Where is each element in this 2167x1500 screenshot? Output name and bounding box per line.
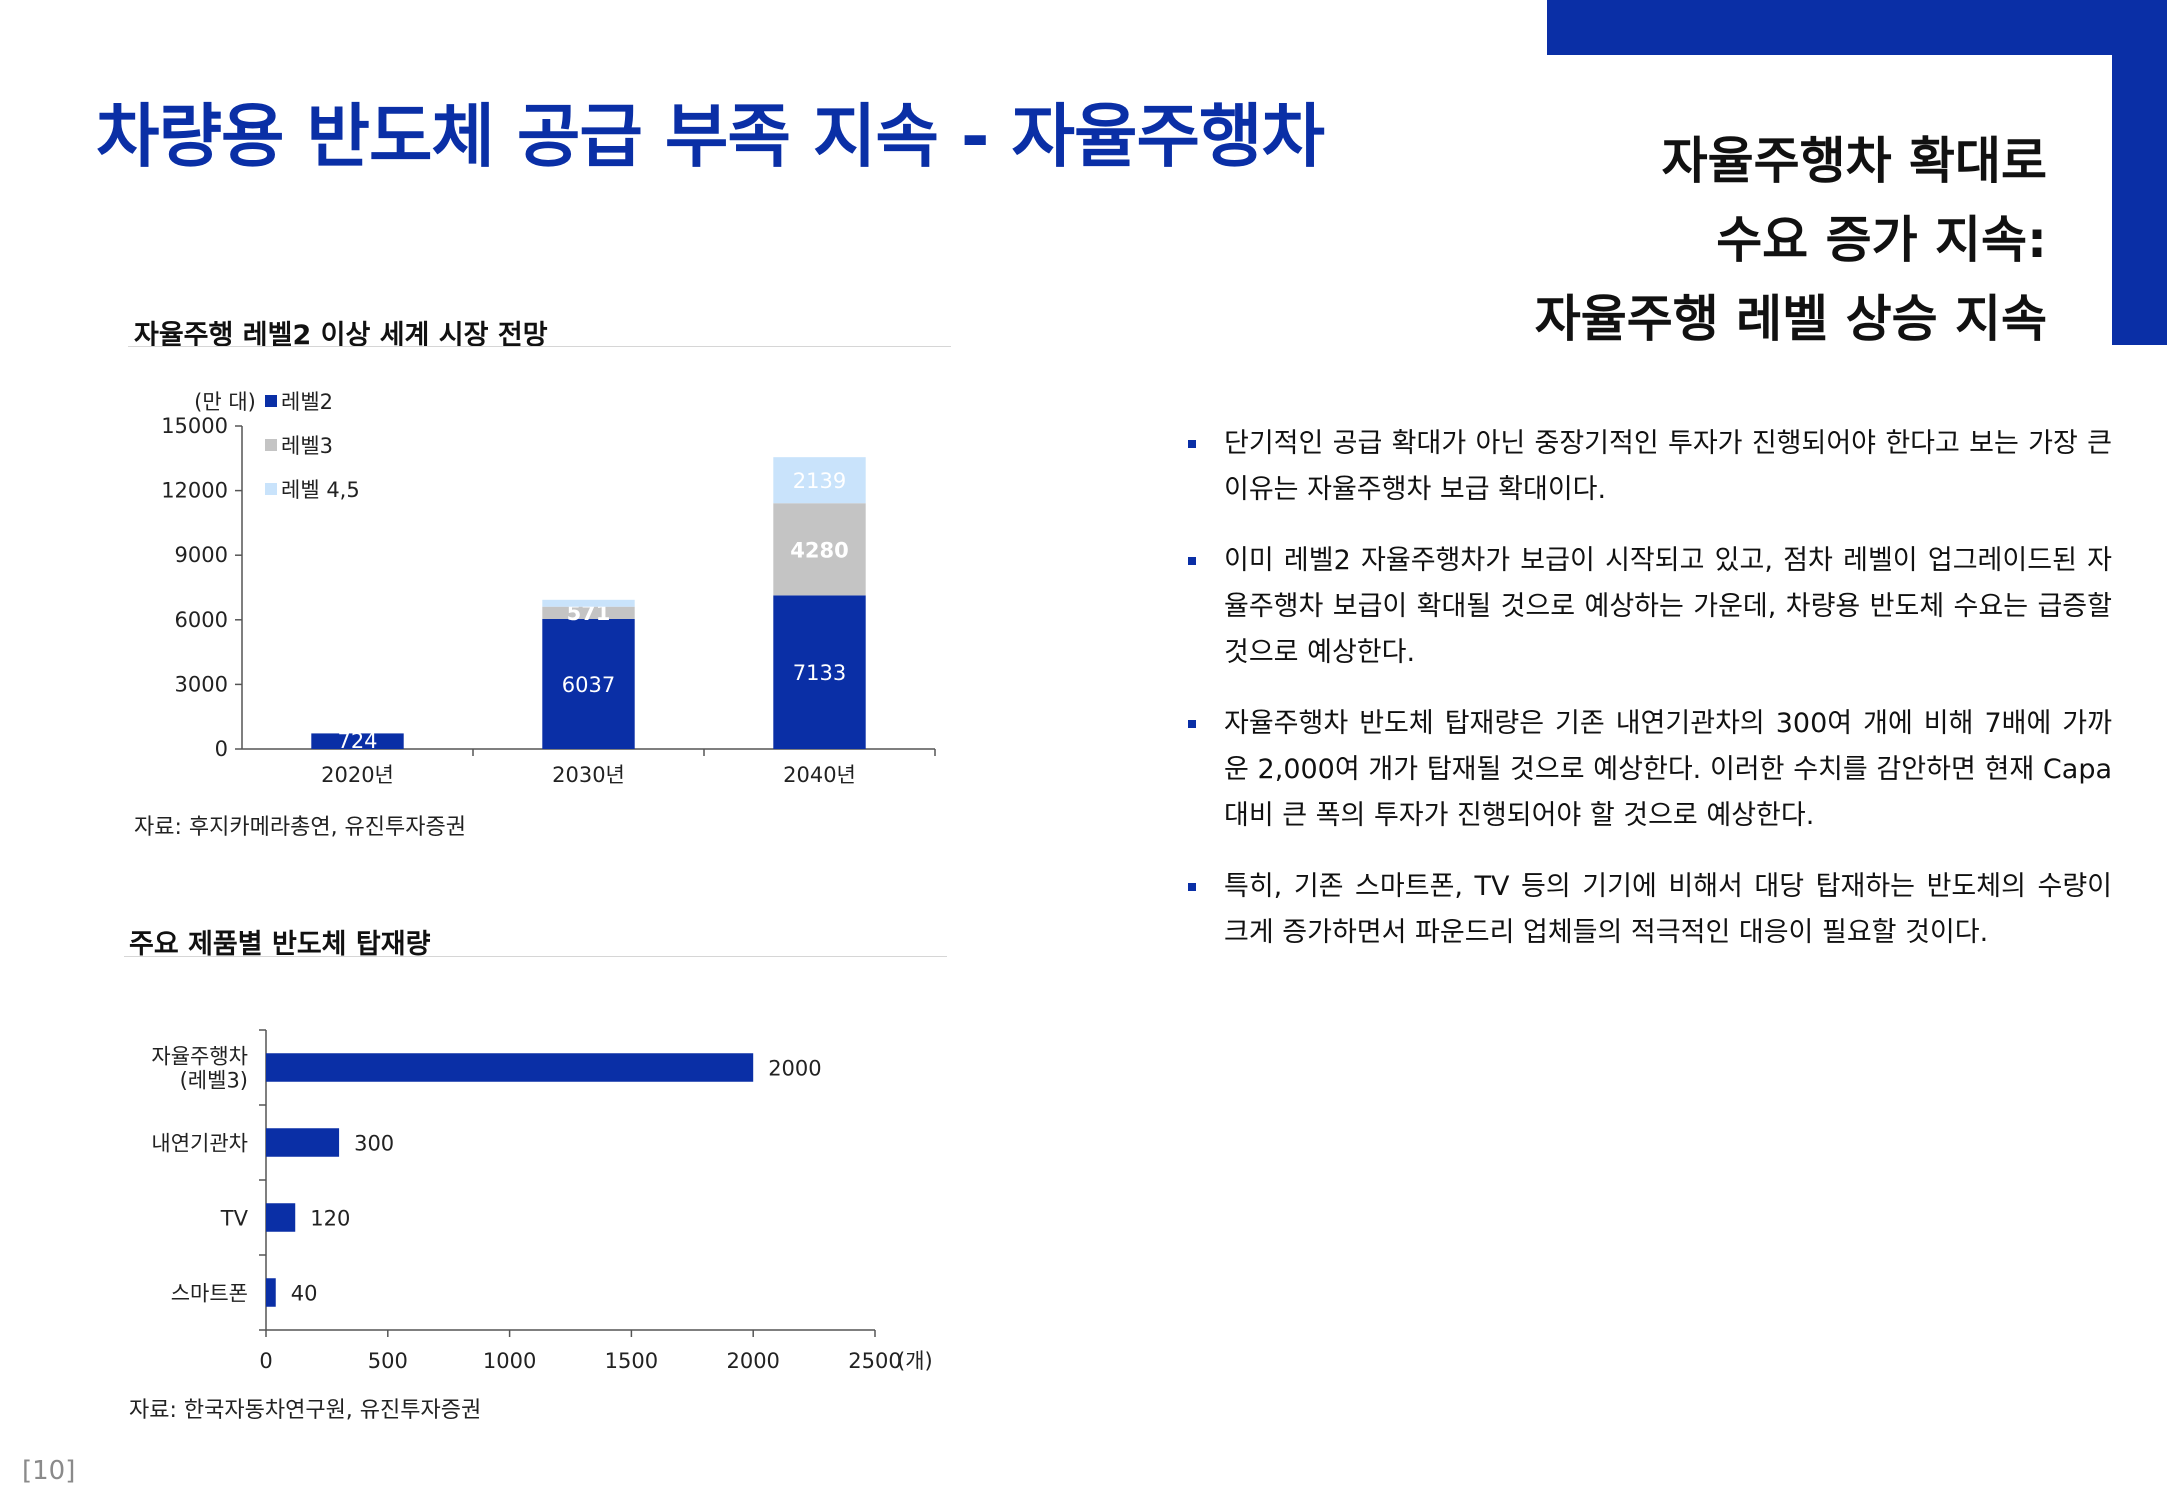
headline: 자율주행차 확대로 수요 증가 지속: 자율주행 레벨 상승 지속 [1347, 122, 2047, 359]
chart2-bar [266, 1278, 276, 1307]
chart1-x-tick-label: 2040년 [783, 763, 856, 787]
chart1-y-tick-label: 15000 [161, 414, 228, 438]
chart2-unit-label: (개) [897, 1349, 933, 1373]
chart1-y-tick-label: 3000 [175, 672, 228, 696]
chart1-y-tick-label: 0 [215, 737, 228, 761]
chart2-bar [266, 1128, 340, 1157]
bullet-text: 이미 레벨2 자율주행차가 보급이 시작되고 있고, 점차 레벨이 업그레이드된… [1224, 545, 2112, 668]
chart1-legend-swatch [265, 483, 277, 495]
bullet-text: 특히, 기존 스마트폰, TV 등의 기기에 비해서 대당 탑재하는 반도체의 … [1224, 871, 2112, 948]
chart1-bar-segment [542, 606, 635, 620]
chart1-x-tick-label: 2030년 [552, 763, 625, 787]
stacked-bar-chart: (만 대) 0 3000 6000 9000 12000 15000 724 2020년 6037… [161, 390, 936, 787]
chart2-category-label: 내연기관차 [151, 1132, 248, 1156]
chart1-bar-segment [773, 457, 866, 504]
chart2-data-label: 2000 [768, 1057, 821, 1081]
horizontal-bar-chart: 0 500 1000 1500 2000 2500(개) 2000 자율주행차(레벨3) 300… [151, 1029, 933, 1373]
top-accent-bar [1547, 0, 2167, 55]
chart2-source: 자료: 한국자동차연구원, 유진투자증권 [129, 1398, 482, 1423]
chart2-category-label: 스마트폰 [171, 1282, 248, 1306]
chart2-category-label: (레벨3) [180, 1069, 248, 1093]
chart2-data-label: 120 [310, 1207, 350, 1231]
chart1-bar-segment [311, 733, 404, 749]
chart2-x-tick-label: 500 [368, 1349, 408, 1373]
headline-line-2: 수요 증가 지속: [1716, 211, 2047, 269]
chart1-y-tick-label: 9000 [175, 543, 228, 567]
chart1-legend-label: 레벨2 [281, 390, 333, 414]
chart1-data-label: 2139 [793, 469, 846, 493]
side-accent-bar [2112, 0, 2167, 345]
page-number: [10] [22, 1456, 76, 1486]
bullet-item: 자율주행차 반도체 탑재량은 기존 내연기관차의 300여 개에 비해 7배에 … [1180, 701, 2112, 839]
chart2-x-tick-label: 2000 [726, 1349, 779, 1373]
chart1-legend-label: 레벨3 [281, 434, 333, 458]
chart2-x-tick-label: 1000 [483, 1349, 536, 1373]
bullet-text: 단기적인 공급 확대가 아닌 중장기적인 투자가 진행되어야 한다고 보는 가장… [1224, 428, 2112, 505]
chart1-title-rule [128, 346, 951, 347]
chart2-x-tick-label: 2500 [848, 1349, 901, 1373]
chart1-legend-swatch [265, 395, 277, 407]
bullet-item: 특히, 기존 스마트폰, TV 등의 기기에 비해서 대당 탑재하는 반도체의 … [1180, 864, 2112, 956]
chart1-legend-label: 레벨 4,5 [281, 478, 360, 502]
bullet-marker [1188, 557, 1196, 565]
chart1-y-tick-label: 6000 [175, 608, 228, 632]
chart1-legend-swatch [265, 439, 277, 451]
bullet-item: 단기적인 공급 확대가 아닌 중장기적인 투자가 진행되어야 한다고 보는 가장… [1180, 421, 2112, 513]
chart2-data-label: 40 [291, 1282, 318, 1306]
chart1-data-label: 724 [337, 729, 377, 753]
chart1-data-label: 4280 [790, 538, 848, 562]
chart1-bar-segment [773, 595, 866, 749]
chart2-x-tick-label: 1500 [605, 1349, 658, 1373]
chart2-data-label: 300 [354, 1132, 394, 1156]
chart1-bar-segment [542, 599, 635, 607]
chart2-title-rule [124, 956, 947, 957]
chart2-bar [266, 1053, 754, 1082]
chart2-x-tick-label: 0 [259, 1349, 272, 1373]
chart1-data-label: 7133 [793, 661, 846, 685]
page-title: 차량용 반도체 공급 부족 지속 - 자율주행차 [96, 97, 1325, 177]
bullet-marker [1188, 440, 1196, 448]
bullet-item: 이미 레벨2 자율주행차가 보급이 시작되고 있고, 점차 레벨이 업그레이드된… [1180, 538, 2112, 676]
bullet-list: 단기적인 공급 확대가 아닌 중장기적인 투자가 진행되어야 한다고 보는 가장… [1180, 421, 2112, 981]
headline-line-3: 자율주행 레벨 상승 지속 [1534, 290, 2047, 348]
chart1-x-tick-label: 2020년 [321, 763, 394, 787]
chart1-bar-segment [773, 503, 866, 596]
chart1-unit-label: (만 대) [194, 390, 256, 414]
chart1-data-label: 6037 [562, 673, 615, 697]
chart2-category-label: TV [220, 1207, 249, 1231]
chart1-y-tick-label: 12000 [161, 479, 228, 503]
chart1-bar-segment [542, 619, 635, 749]
chart2-bar [266, 1203, 296, 1232]
bullet-marker [1188, 883, 1196, 891]
bullet-marker [1188, 720, 1196, 728]
chart1-source: 자료: 후지카메라총연, 유진투자증권 [134, 815, 466, 840]
headline-line-1: 자율주행차 확대로 [1661, 132, 2047, 190]
chart2-title: 주요 제품별 반도체 탑재량 [129, 929, 431, 960]
chart1-title: 자율주행 레벨2 이상 세계 시장 전망 [134, 320, 548, 351]
bullet-text: 자율주행차 반도체 탑재량은 기존 내연기관차의 300여 개에 비해 7배에 … [1224, 708, 2112, 831]
chart2-category-label: 자율주행차 [151, 1045, 248, 1069]
